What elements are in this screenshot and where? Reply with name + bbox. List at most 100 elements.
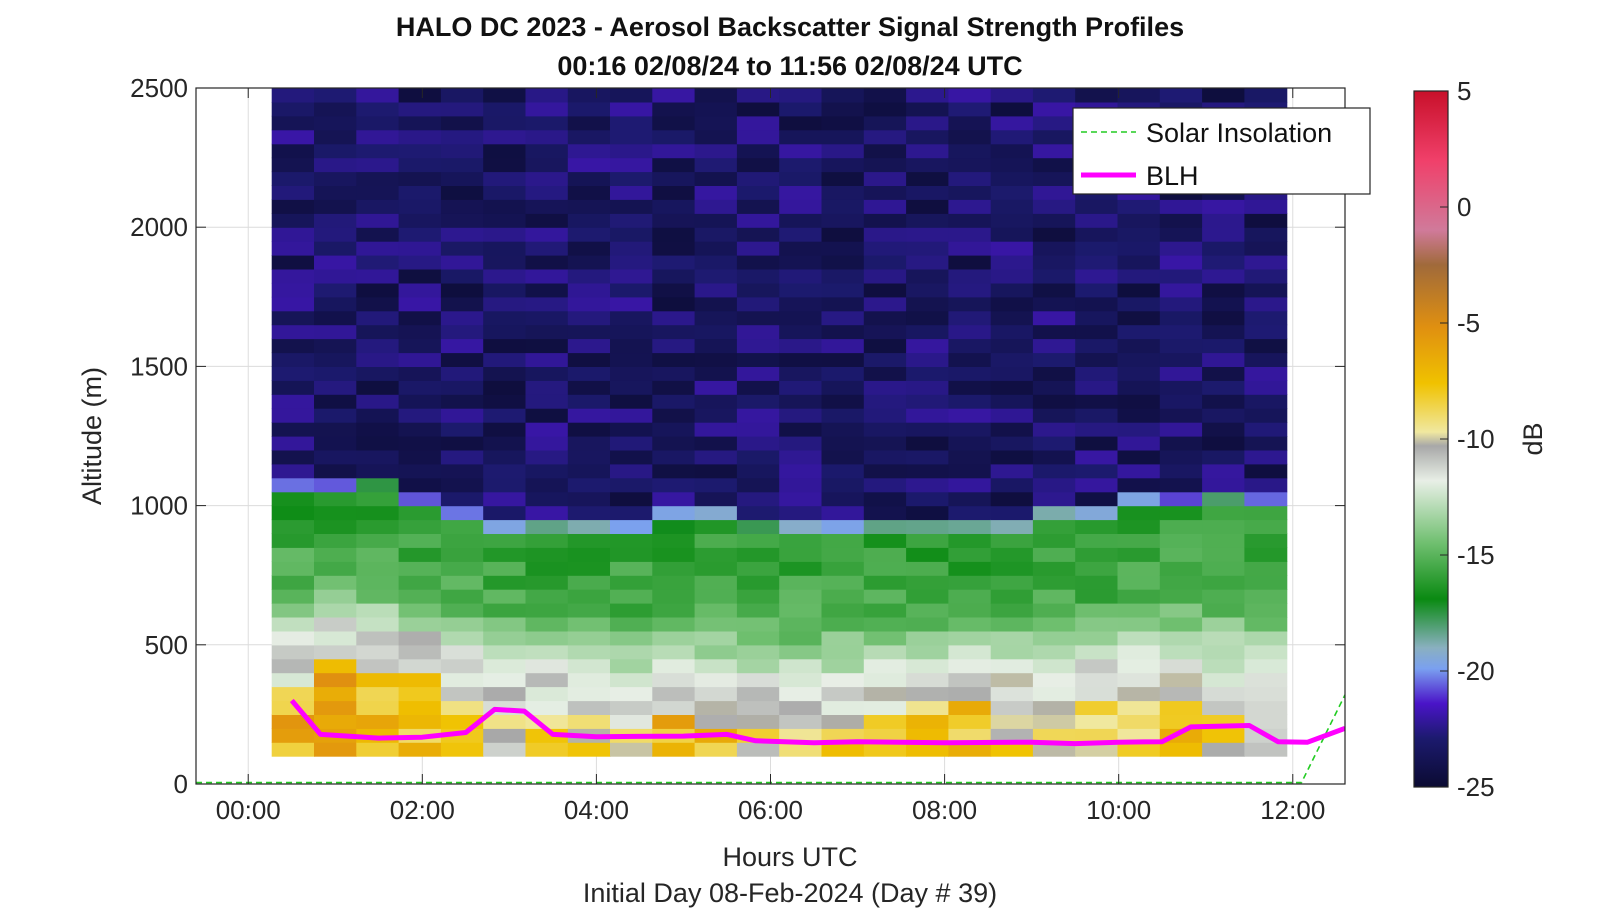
- heatmap-cell: [652, 714, 696, 729]
- heatmap-cell: [736, 199, 780, 214]
- colorbar-label: dB: [1518, 422, 1548, 455]
- heatmap-cell: [821, 115, 865, 131]
- heatmap-cell: [271, 129, 315, 145]
- heatmap-cell: [567, 519, 611, 534]
- heatmap-cell: [271, 255, 315, 270]
- heatmap-cell: [736, 227, 780, 242]
- heatmap-cell: [1244, 589, 1288, 604]
- heatmap-cell: [271, 630, 315, 646]
- heatmap-cell: [1202, 310, 1245, 326]
- heatmap-cell: [821, 505, 865, 521]
- heatmap-cell: [694, 241, 738, 256]
- heatmap-cell: [863, 241, 907, 256]
- heatmap-cell: [440, 394, 484, 409]
- heatmap-cell: [906, 658, 949, 674]
- heatmap-cell: [1075, 519, 1119, 534]
- heatmap-cell: [1159, 603, 1203, 618]
- heatmap-cell: [525, 296, 569, 312]
- heatmap-cell: [652, 185, 696, 200]
- heatmap-cell: [314, 199, 357, 214]
- heatmap-cell: [1202, 352, 1245, 367]
- heatmap-cell: [1032, 603, 1076, 618]
- heatmap-cell: [483, 366, 527, 381]
- legend-solar-label: Solar Insolation: [1146, 118, 1332, 148]
- heatmap-cell: [440, 422, 484, 437]
- heatmap-cell: [990, 241, 1034, 256]
- heatmap-cell: [863, 561, 907, 576]
- heatmap-cell: [1159, 589, 1203, 604]
- heatmap-cell: [525, 686, 569, 702]
- heatmap-cell: [1117, 255, 1161, 270]
- heatmap-cell: [779, 617, 823, 632]
- heatmap-cell: [314, 282, 357, 298]
- heatmap-cell: [906, 101, 949, 117]
- heatmap-cell: [398, 115, 442, 131]
- heatmap-cell: [314, 463, 357, 479]
- heatmap-cell: [1032, 422, 1076, 437]
- heatmap-cell: [314, 115, 357, 131]
- heatmap-cell: [863, 171, 907, 186]
- heatmap-cell: [736, 255, 780, 270]
- heatmap-cell: [1244, 561, 1288, 576]
- heatmap-cell: [356, 617, 400, 632]
- heatmap-cell: [1075, 700, 1119, 715]
- heatmap-cell: [483, 575, 527, 590]
- heatmap-cell: [1244, 491, 1288, 507]
- heatmap-cell: [314, 700, 357, 715]
- heatmap-cell: [440, 603, 484, 618]
- heatmap-cell: [1032, 408, 1076, 423]
- heatmap-cell: [440, 547, 484, 562]
- heatmap-cell: [906, 310, 949, 326]
- heatmap-cell: [525, 519, 569, 534]
- heatmap-cell: [610, 269, 653, 284]
- heatmap-cell: [398, 227, 442, 242]
- heatmap-cell: [906, 505, 949, 521]
- heatmap-cell: [779, 296, 823, 312]
- heatmap-cell: [821, 547, 865, 562]
- heatmap-cell: [1032, 394, 1076, 409]
- heatmap-cell: [906, 157, 949, 173]
- heatmap-cell: [271, 310, 315, 326]
- heatmap-cell: [948, 575, 992, 590]
- heatmap-cell: [567, 380, 611, 395]
- heatmap-cell: [525, 561, 569, 576]
- heatmap-cell: [948, 589, 992, 604]
- heatmap-cell: [652, 700, 696, 715]
- heatmap-cell: [525, 728, 569, 743]
- heatmap-cell: [779, 380, 823, 395]
- heatmap-cell: [821, 380, 865, 395]
- heatmap-cell: [906, 338, 949, 354]
- heatmap-cell: [440, 742, 484, 757]
- heatmap-cell: [314, 213, 357, 228]
- heatmap-cell: [483, 449, 527, 465]
- heatmap-cell: [483, 255, 527, 270]
- heatmap-cell: [652, 101, 696, 117]
- heatmap-cell: [271, 449, 315, 465]
- heatmap-cell: [863, 617, 907, 632]
- heatmap-cell: [821, 477, 865, 493]
- heatmap-cell: [567, 575, 611, 590]
- heatmap-cell: [1159, 282, 1203, 298]
- heatmap-cell: [314, 644, 357, 660]
- heatmap-cell: [1244, 269, 1288, 284]
- heatmap-cell: [525, 589, 569, 604]
- heatmap-cell: [610, 603, 653, 618]
- heatmap-cell: [525, 88, 569, 103]
- colorbar-ticks: 5 0 -5 -10 -15 -20 -25: [1440, 76, 1495, 802]
- heatmap-cell: [398, 394, 442, 409]
- heatmap-cell: [1117, 436, 1161, 451]
- heatmap-cell: [271, 213, 315, 228]
- heatmap-cell: [440, 575, 484, 590]
- heatmap-cell: [694, 422, 738, 437]
- heatmap-cell: [1244, 310, 1288, 326]
- x-tick-label: 10:00: [1086, 795, 1151, 825]
- heatmap-cell: [1075, 714, 1119, 729]
- heatmap-cell: [1159, 408, 1203, 423]
- heatmap-cell: [1075, 589, 1119, 604]
- heatmap-cell: [652, 491, 696, 507]
- heatmap-cell: [736, 338, 780, 354]
- heatmap-cell: [567, 241, 611, 256]
- heatmap-cell: [1117, 519, 1161, 534]
- heatmap-cell: [271, 603, 315, 618]
